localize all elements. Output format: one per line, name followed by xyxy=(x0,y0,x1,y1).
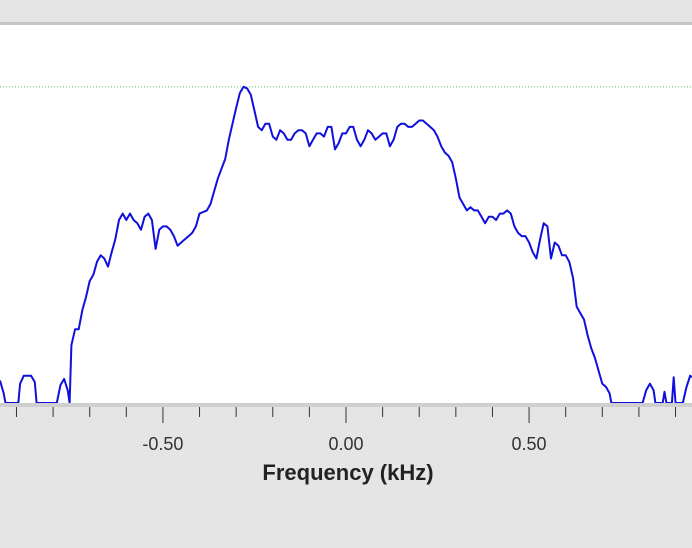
x-tick-label: -0.50 xyxy=(142,434,183,454)
x-tick-label: 0.50 xyxy=(512,434,547,454)
x-axis-tick-labels: -1.00-0.500.000.501.00 xyxy=(0,434,547,454)
x-axis-title: Frequency (kHz) xyxy=(262,460,433,485)
plot-area[interactable] xyxy=(0,25,692,403)
x-tick-label: 0.00 xyxy=(328,434,363,454)
x-axis-ticks xyxy=(15,407,677,423)
toolbar-divider xyxy=(0,22,692,25)
top-toolbar-area xyxy=(0,0,692,22)
series-layer xyxy=(0,85,692,404)
series-line-1 xyxy=(0,85,692,404)
